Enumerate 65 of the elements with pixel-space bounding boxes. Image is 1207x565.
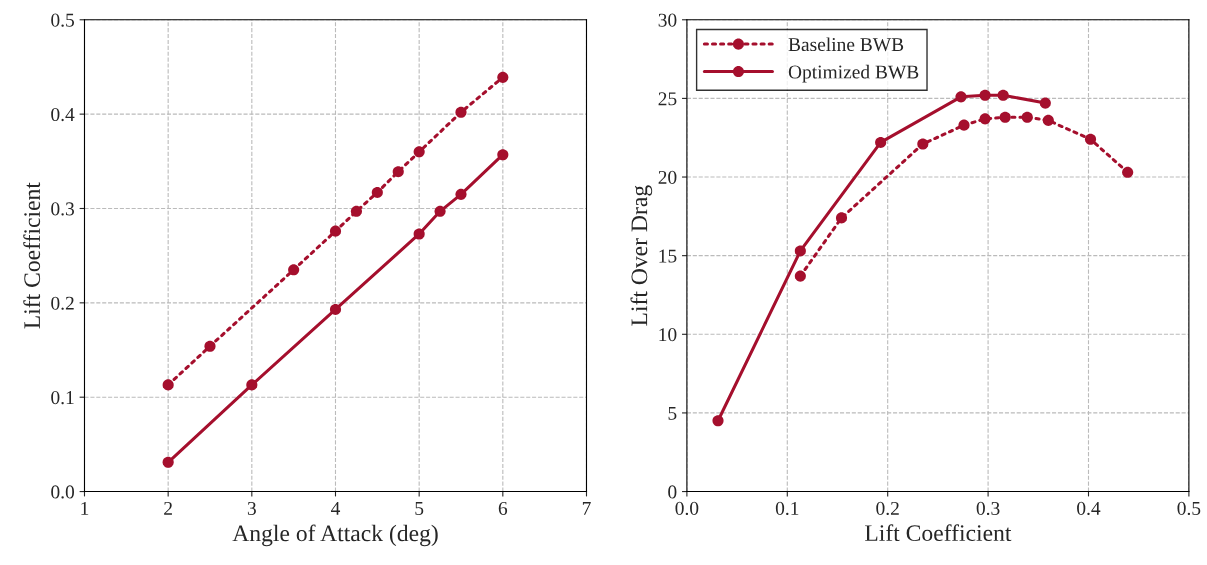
legend-label: Baseline BWB [788,37,904,52]
x-tick-label: 7 [582,502,591,515]
point [1084,133,1097,145]
point [204,340,216,352]
point [497,71,509,83]
x-tick-label: 3 [247,501,256,515]
y-tick-label: 0.2 [51,296,74,310]
point [712,415,724,427]
point [413,146,425,158]
point [1021,111,1033,123]
y-tick-label: 0.3 [51,202,75,216]
y-axis-title: Lift Over Drag [630,185,653,326]
x-axis-title: Angle of Attack (deg) [232,524,438,547]
point [162,379,174,391]
point [434,205,446,217]
x-tick-label: 4 [331,501,341,515]
y-tick-label: 0 [668,485,677,499]
x-tick-label: 0.4 [1077,501,1101,516]
y-tick-label: 20 [658,170,677,184]
x-tick-label: 2 [164,501,172,515]
point [329,303,342,315]
point [455,188,467,200]
point [917,138,929,150]
y-tick-label: 0.0 [51,485,75,499]
point [1039,97,1051,109]
point [329,225,342,237]
x-tick-label: 0.2 [876,501,899,516]
y-tick-label: 25 [658,92,677,106]
point [350,205,362,217]
y-tick-label: 10 [659,328,677,342]
point [997,89,1009,101]
point [979,113,991,125]
x-tick-label: 5 [415,502,424,515]
x-tick-label: 0.3 [976,501,1000,516]
y-axis-title: Lift Coefficient [23,182,41,329]
x-axis-title: Lift Coefficient [865,524,1012,542]
point [794,245,806,257]
point [392,166,404,178]
y-tick-label: 15 [659,249,677,263]
point [875,136,887,148]
y-tick-label: 5 [668,406,677,420]
y-tick-label: 0.1 [51,391,74,405]
y-tick-label: 30 [658,13,677,27]
point [162,456,174,468]
point [246,379,258,391]
x-tick-label: 6 [498,501,508,515]
x-tick-label: 1 [81,501,89,515]
point [413,228,425,240]
point [979,89,991,101]
point [1042,114,1054,126]
point [999,111,1011,123]
point [497,149,509,161]
point [835,212,848,224]
x-tick-label: 0.1 [775,501,799,516]
point [955,91,967,103]
y-tick-label: 0.5 [51,13,75,27]
point [371,186,383,198]
legend-label: Optimized BWB [788,64,919,83]
y-tick-label: 0.4 [51,107,75,122]
x-tick-label: 0.5 [1177,501,1201,516]
point [288,264,300,276]
point [958,119,970,131]
point [794,270,806,282]
point [1122,166,1134,178]
point [455,106,467,118]
